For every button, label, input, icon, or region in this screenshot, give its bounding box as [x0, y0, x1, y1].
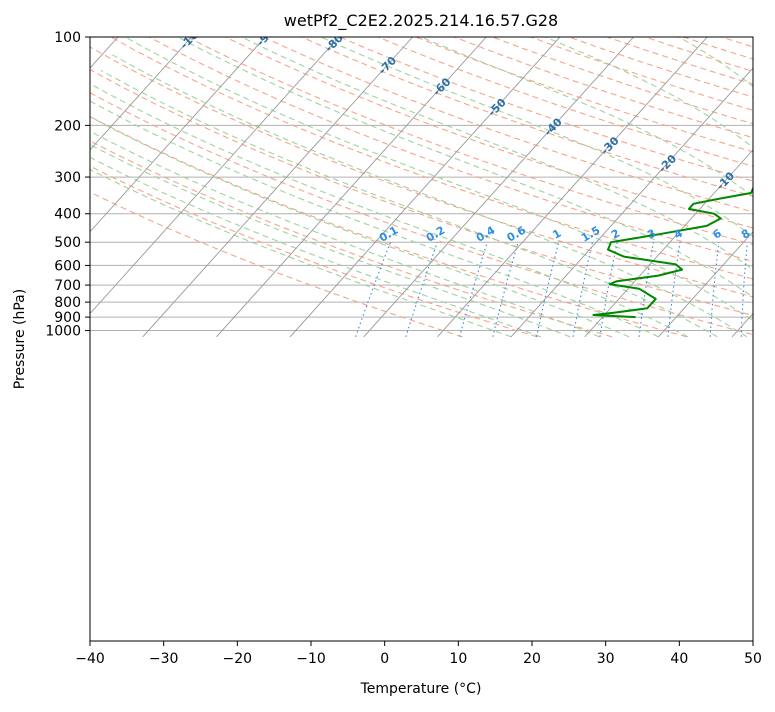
x-tick-label: −20: [223, 651, 253, 667]
x-tick-label: 40: [670, 651, 688, 667]
x-tick-label: 30: [597, 651, 615, 667]
y-tick-label: 1000: [45, 324, 81, 340]
y-axis-label: Pressure (hPa): [12, 289, 28, 389]
y-tick-label: 100: [54, 30, 81, 46]
y-tick-label: 700: [54, 278, 81, 294]
y-tick-label: 500: [54, 235, 81, 251]
y-tick-label: 200: [54, 118, 81, 134]
y-tick-label: 800: [54, 295, 81, 311]
x-tick-label: 0: [380, 651, 389, 667]
y-tick-label: 600: [54, 258, 81, 274]
x-tick-label: 10: [449, 651, 467, 667]
y-tick-label: 400: [54, 207, 81, 223]
y-tick-label: 300: [54, 170, 81, 186]
x-tick-label: −10: [296, 651, 326, 667]
x-tick-label: −40: [75, 651, 105, 667]
x-tick-label: 20: [523, 651, 541, 667]
x-tick-label: 50: [744, 651, 762, 667]
x-axis-label: Temperature (°C): [360, 681, 482, 697]
x-tick-label: −30: [149, 651, 179, 667]
chart-title: wetPf2_C2E2.2025.214.16.57.G28: [284, 11, 558, 31]
